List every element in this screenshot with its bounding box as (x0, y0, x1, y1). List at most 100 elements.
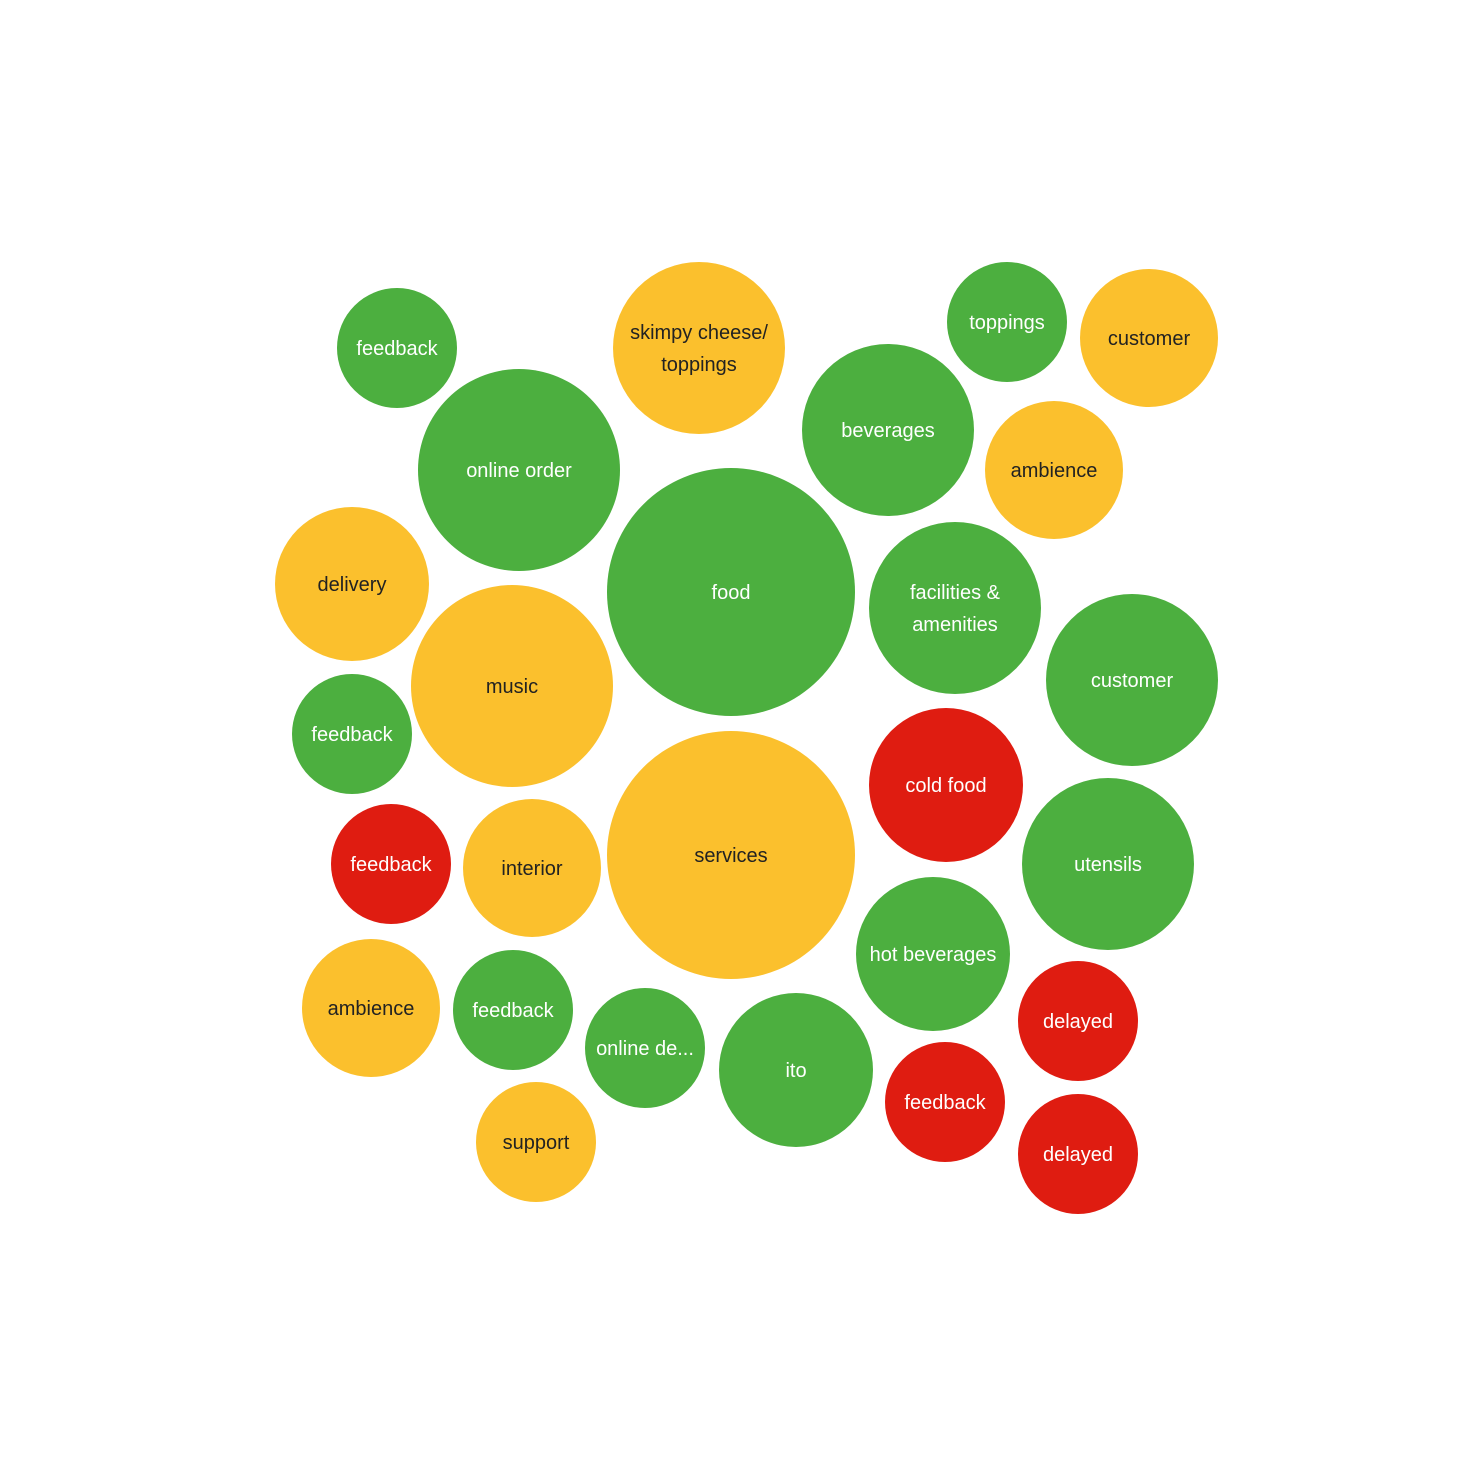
bubble-circle[interactable] (337, 288, 457, 408)
bubble-circle[interactable] (1018, 1094, 1138, 1214)
bubble[interactable]: feedback (337, 288, 457, 408)
bubble-label-line: services (694, 845, 767, 867)
bubble[interactable]: online order (418, 369, 620, 571)
bubble-label-line: online de... (596, 1038, 694, 1060)
bubble-circle[interactable] (613, 262, 785, 434)
bubble[interactable]: feedback (453, 950, 573, 1070)
bubble-circle[interactable] (1018, 961, 1138, 1081)
bubble-circle[interactable] (1080, 269, 1218, 407)
bubble-label-line: food (712, 582, 751, 604)
bubble-circle[interactable] (719, 993, 873, 1147)
bubble-label: facilities & amenities (910, 582, 1001, 636)
bubble-label-line: delayed (1043, 1144, 1113, 1166)
bubble-label: online de... (596, 1038, 694, 1060)
bubble-label: delayed (1043, 1144, 1113, 1166)
bubble-circle[interactable] (607, 468, 855, 716)
bubble[interactable]: toppings (947, 262, 1067, 382)
bubble[interactable]: services (607, 731, 855, 979)
bubble-label-line: interior (501, 858, 562, 880)
bubble-circle[interactable] (463, 799, 601, 937)
bubble-label: ambience (1011, 460, 1098, 482)
bubble-circle[interactable] (302, 939, 440, 1077)
bubble-label: online order (466, 460, 572, 482)
bubble-circle[interactable] (453, 950, 573, 1070)
bubble[interactable]: support (476, 1082, 596, 1202)
bubble[interactable]: hot beverages (856, 877, 1010, 1031)
bubble-circle[interactable] (885, 1042, 1005, 1162)
bubble-label: food (712, 582, 751, 604)
bubble-label: skimpy cheese/toppings (630, 322, 768, 376)
bubble-circle[interactable] (869, 708, 1023, 862)
bubble-circle[interactable] (869, 522, 1041, 694)
bubble-circle[interactable] (331, 804, 451, 924)
bubble-label-line: customer (1091, 670, 1174, 692)
bubble-label-line: toppings (661, 354, 737, 376)
bubble[interactable]: ambience (302, 939, 440, 1077)
bubble[interactable]: skimpy cheese/toppings (613, 262, 785, 434)
bubble-label: support (503, 1132, 570, 1154)
bubble-label-line: feedback (356, 338, 438, 360)
bubble-label-line: utensils (1074, 854, 1142, 876)
bubble-circle[interactable] (275, 507, 429, 661)
bubble-circle[interactable] (802, 344, 974, 516)
bubble-label: feedback (311, 724, 393, 746)
bubble[interactable]: feedback (885, 1042, 1005, 1162)
bubble[interactable]: utensils (1022, 778, 1194, 950)
bubble[interactable]: ito (719, 993, 873, 1147)
bubble-label: utensils (1074, 854, 1142, 876)
bubble[interactable]: ambience (985, 401, 1123, 539)
bubble-circle[interactable] (476, 1082, 596, 1202)
bubble-label: feedback (472, 1000, 554, 1022)
bubble-label-line: customer (1108, 328, 1191, 350)
bubble-circle[interactable] (1022, 778, 1194, 950)
bubble-label: delayed (1043, 1011, 1113, 1033)
bubble[interactable]: facilities & amenities (869, 522, 1041, 694)
bubble-label-line: ambience (1011, 460, 1098, 482)
bubble-label-line: delayed (1043, 1011, 1113, 1033)
bubble-circle[interactable] (1046, 594, 1218, 766)
bubble-label-line: support (503, 1132, 570, 1154)
bubble-circle[interactable] (411, 585, 613, 787)
bubble[interactable]: interior (463, 799, 601, 937)
bubble[interactable]: beverages (802, 344, 974, 516)
bubble[interactable]: feedback (331, 804, 451, 924)
bubble-label-line: beverages (841, 420, 934, 442)
bubble-label: music (486, 676, 538, 698)
bubble-label-line: delivery (318, 574, 387, 596)
bubble-label-line: hot beverages (870, 944, 997, 966)
bubble-label: beverages (841, 420, 934, 442)
bubble-circle[interactable] (292, 674, 412, 794)
bubble-label: customer (1108, 328, 1191, 350)
bubble-circle[interactable] (947, 262, 1067, 382)
bubble-label: delivery (318, 574, 387, 596)
bubble[interactable]: feedback (292, 674, 412, 794)
bubble[interactable]: delayed (1018, 961, 1138, 1081)
bubble-label-line: ito (785, 1060, 806, 1082)
bubble-label-line: feedback (472, 1000, 554, 1022)
bubble-label-line: feedback (350, 854, 432, 876)
bubble[interactable]: customer (1046, 594, 1218, 766)
bubble-label-line: skimpy cheese/ (630, 322, 768, 344)
bubble-label: cold food (905, 775, 986, 797)
bubble-label-line: ambience (328, 998, 415, 1020)
bubble-circle[interactable] (856, 877, 1010, 1031)
bubble[interactable]: online de... (585, 988, 705, 1108)
bubble-label: toppings (969, 312, 1045, 334)
bubble-label: ambience (328, 998, 415, 1020)
bubble[interactable]: music (411, 585, 613, 787)
bubble[interactable]: cold food (869, 708, 1023, 862)
bubble[interactable]: food (607, 468, 855, 716)
bubble[interactable]: delivery (275, 507, 429, 661)
bubble[interactable]: customer (1080, 269, 1218, 407)
bubble-circle[interactable] (985, 401, 1123, 539)
bubble[interactable]: delayed (1018, 1094, 1138, 1214)
bubble-label: ito (785, 1060, 806, 1082)
bubble-label-line: music (486, 676, 538, 698)
bubble-label-line: facilities & (910, 582, 1001, 604)
bubble-circle[interactable] (585, 988, 705, 1108)
bubble-circle[interactable] (607, 731, 855, 979)
bubble-label: feedback (350, 854, 432, 876)
bubble-circle[interactable] (418, 369, 620, 571)
bubble-label-line: cold food (905, 775, 986, 797)
